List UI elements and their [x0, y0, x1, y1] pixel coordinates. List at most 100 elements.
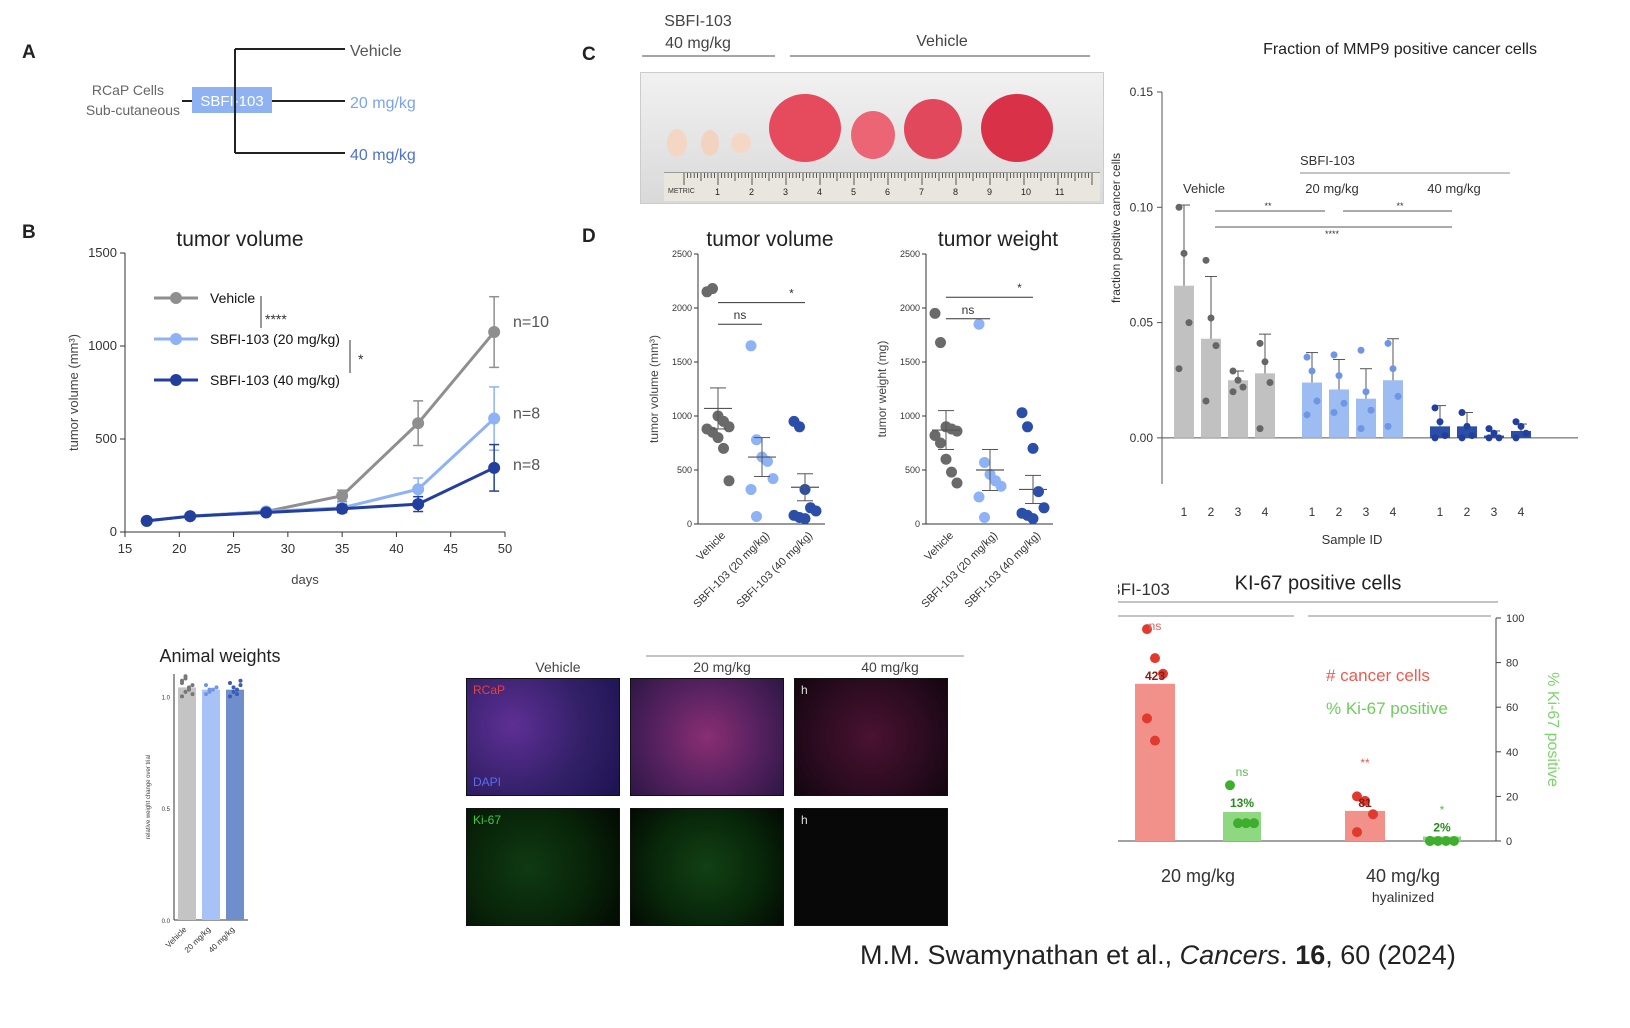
mmp9-point	[1185, 319, 1193, 327]
tumor-small-3	[731, 133, 751, 153]
ki67-y2-tick-label: 20	[1506, 791, 1518, 803]
ki67-cancer-sig: ns	[1149, 619, 1162, 633]
scatter-point	[995, 480, 1007, 492]
citation-authors: M.M. Swamynathan et al.,	[860, 940, 1180, 970]
mmp9-point	[1517, 422, 1525, 430]
weights-x-label: 40 mg/kg	[207, 925, 237, 955]
ki67-cancer-point	[1360, 795, 1370, 806]
ruler-tick-label: 10	[1021, 187, 1031, 197]
weights-y-tick: 1.0	[162, 695, 171, 701]
scatter-point	[929, 429, 941, 441]
scatter-point	[1033, 486, 1044, 498]
ruler-tick-label: 11	[1055, 187, 1064, 197]
mmp9-point	[1431, 434, 1439, 442]
y-tick-label: 1000	[88, 338, 117, 353]
tumor-small-1	[667, 129, 687, 157]
mmp9-x-tick-label: 4	[1390, 505, 1397, 519]
mmp9-x-tick-label: 2	[1208, 505, 1215, 519]
mmp9-point	[1441, 432, 1449, 440]
n-label: n=10	[513, 314, 549, 331]
mmp9-point	[1266, 379, 1274, 387]
ruler-tick-label: 8	[953, 187, 958, 197]
data-point	[140, 514, 153, 527]
weights-point	[204, 692, 208, 697]
scatter-point	[745, 483, 757, 495]
scatter-title: tumor weight	[938, 228, 1058, 251]
mmp9-x-tick-label: 4	[1518, 505, 1525, 519]
schema-arm-40: 40 mg/kg	[350, 147, 416, 164]
mmp9-sig-3: ****	[1325, 229, 1340, 239]
schema-drug-box	[192, 87, 272, 113]
ki67-pos-value: 13%	[1230, 796, 1254, 810]
ki67-cancer-bar	[1135, 683, 1175, 841]
mmp9-x-label: Sample ID	[1322, 532, 1383, 547]
weights-point	[187, 687, 191, 692]
micro-header-vehicle: Vehicle	[535, 659, 580, 675]
ki67-legend-ki67: % Ki-67 positive	[1326, 699, 1448, 718]
ki67-y2-tick-label: 100	[1506, 613, 1524, 625]
scatter-y-label: tumor volume (mm³)	[647, 335, 661, 443]
micro-header: Vehicle 20 mg/kg 40 mg/kg	[535, 655, 964, 675]
scatter-point	[718, 442, 729, 454]
ruler-brand: METRIC	[668, 188, 695, 195]
mmp9-y-label: fraction positive cancer cells	[1110, 153, 1123, 303]
ki67-sublabel: hyalinized	[1372, 889, 1434, 905]
data-point	[184, 510, 197, 523]
ki67-cancer-point	[1142, 713, 1152, 724]
scatter-point	[935, 337, 946, 349]
mmp9-point	[1212, 342, 1220, 350]
mmp9-x-tick-label: 1	[1309, 505, 1316, 519]
sig-label-star: *	[1017, 281, 1022, 295]
scatter-point	[767, 473, 779, 485]
weights-point	[238, 678, 243, 683]
mmp9-x-tick-label: 1	[1181, 505, 1188, 519]
scatter-y-tick-label: 2500	[900, 249, 920, 259]
mmp9-point	[1384, 339, 1392, 347]
mmp9-point	[1330, 409, 1338, 417]
data-point	[412, 483, 425, 496]
tumor-volume-line-chart: tumor volume 0 500 1000 1500 15 20 25 30 35 40 45 50…	[66, 228, 549, 587]
mmp9-point	[1303, 353, 1311, 361]
micro-stain-rcap: RCaP	[473, 683, 506, 697]
mmp9-point	[1229, 367, 1237, 375]
ki67-pos-point	[1425, 836, 1435, 846]
schema-arm-vehicle: Vehicle	[350, 43, 402, 60]
weights-point	[235, 687, 239, 692]
tumor-weight-scatter: tumor weight 0 500 1000 1500 2000 2500 tumor we…	[875, 228, 1058, 610]
weights-point	[180, 694, 184, 699]
metric-ruler: METRIC 1 2 3 4 5 6 7 8 9 10 11	[664, 172, 1100, 201]
photo-label-dose: 40 mg/kg	[665, 35, 731, 52]
ruler-tick-label: 9	[987, 187, 992, 197]
sig-label-ns: ns	[962, 303, 975, 317]
micro-header-40: 40 mg/kg	[861, 659, 919, 675]
scatter-point	[979, 456, 990, 468]
mmp9-point	[1229, 388, 1237, 396]
mmp9-bar	[1255, 373, 1275, 438]
ki67-drug-label: SBFI-103	[1118, 580, 1170, 599]
mmp9-point	[1389, 365, 1397, 373]
x-tick-label: 25	[226, 541, 240, 556]
scatter-point	[1016, 407, 1028, 419]
scatter-x-label: SBFI-103 (20 mg/kg)	[691, 530, 772, 611]
data-point	[336, 502, 349, 515]
scatter-point	[712, 432, 724, 444]
scatter-point	[762, 455, 773, 467]
scatter-point	[723, 421, 735, 433]
ki67-y2-tick-label: 40	[1506, 747, 1518, 759]
scatter-point	[810, 505, 822, 517]
weights-point	[228, 680, 232, 685]
data-point	[260, 506, 273, 519]
ki67-title: KI-67 positive cells	[1235, 573, 1402, 595]
scatter-point	[1038, 502, 1050, 514]
citation-journal: Cancers	[1179, 940, 1281, 970]
ki67-pos-point	[1441, 836, 1451, 846]
ki67-pos-value: 2%	[1433, 821, 1451, 835]
ruler-tick-label: 6	[885, 187, 890, 197]
mmp9-bar	[1430, 426, 1450, 438]
schema-input-line1: RCaP Cells	[92, 82, 164, 98]
mmp9-point	[1512, 418, 1520, 426]
photo-label-vehicle: Vehicle	[916, 33, 968, 50]
weights-point	[190, 683, 195, 688]
mmp9-sig-2: **	[1396, 201, 1404, 211]
ki67-pos-point	[1449, 836, 1459, 846]
